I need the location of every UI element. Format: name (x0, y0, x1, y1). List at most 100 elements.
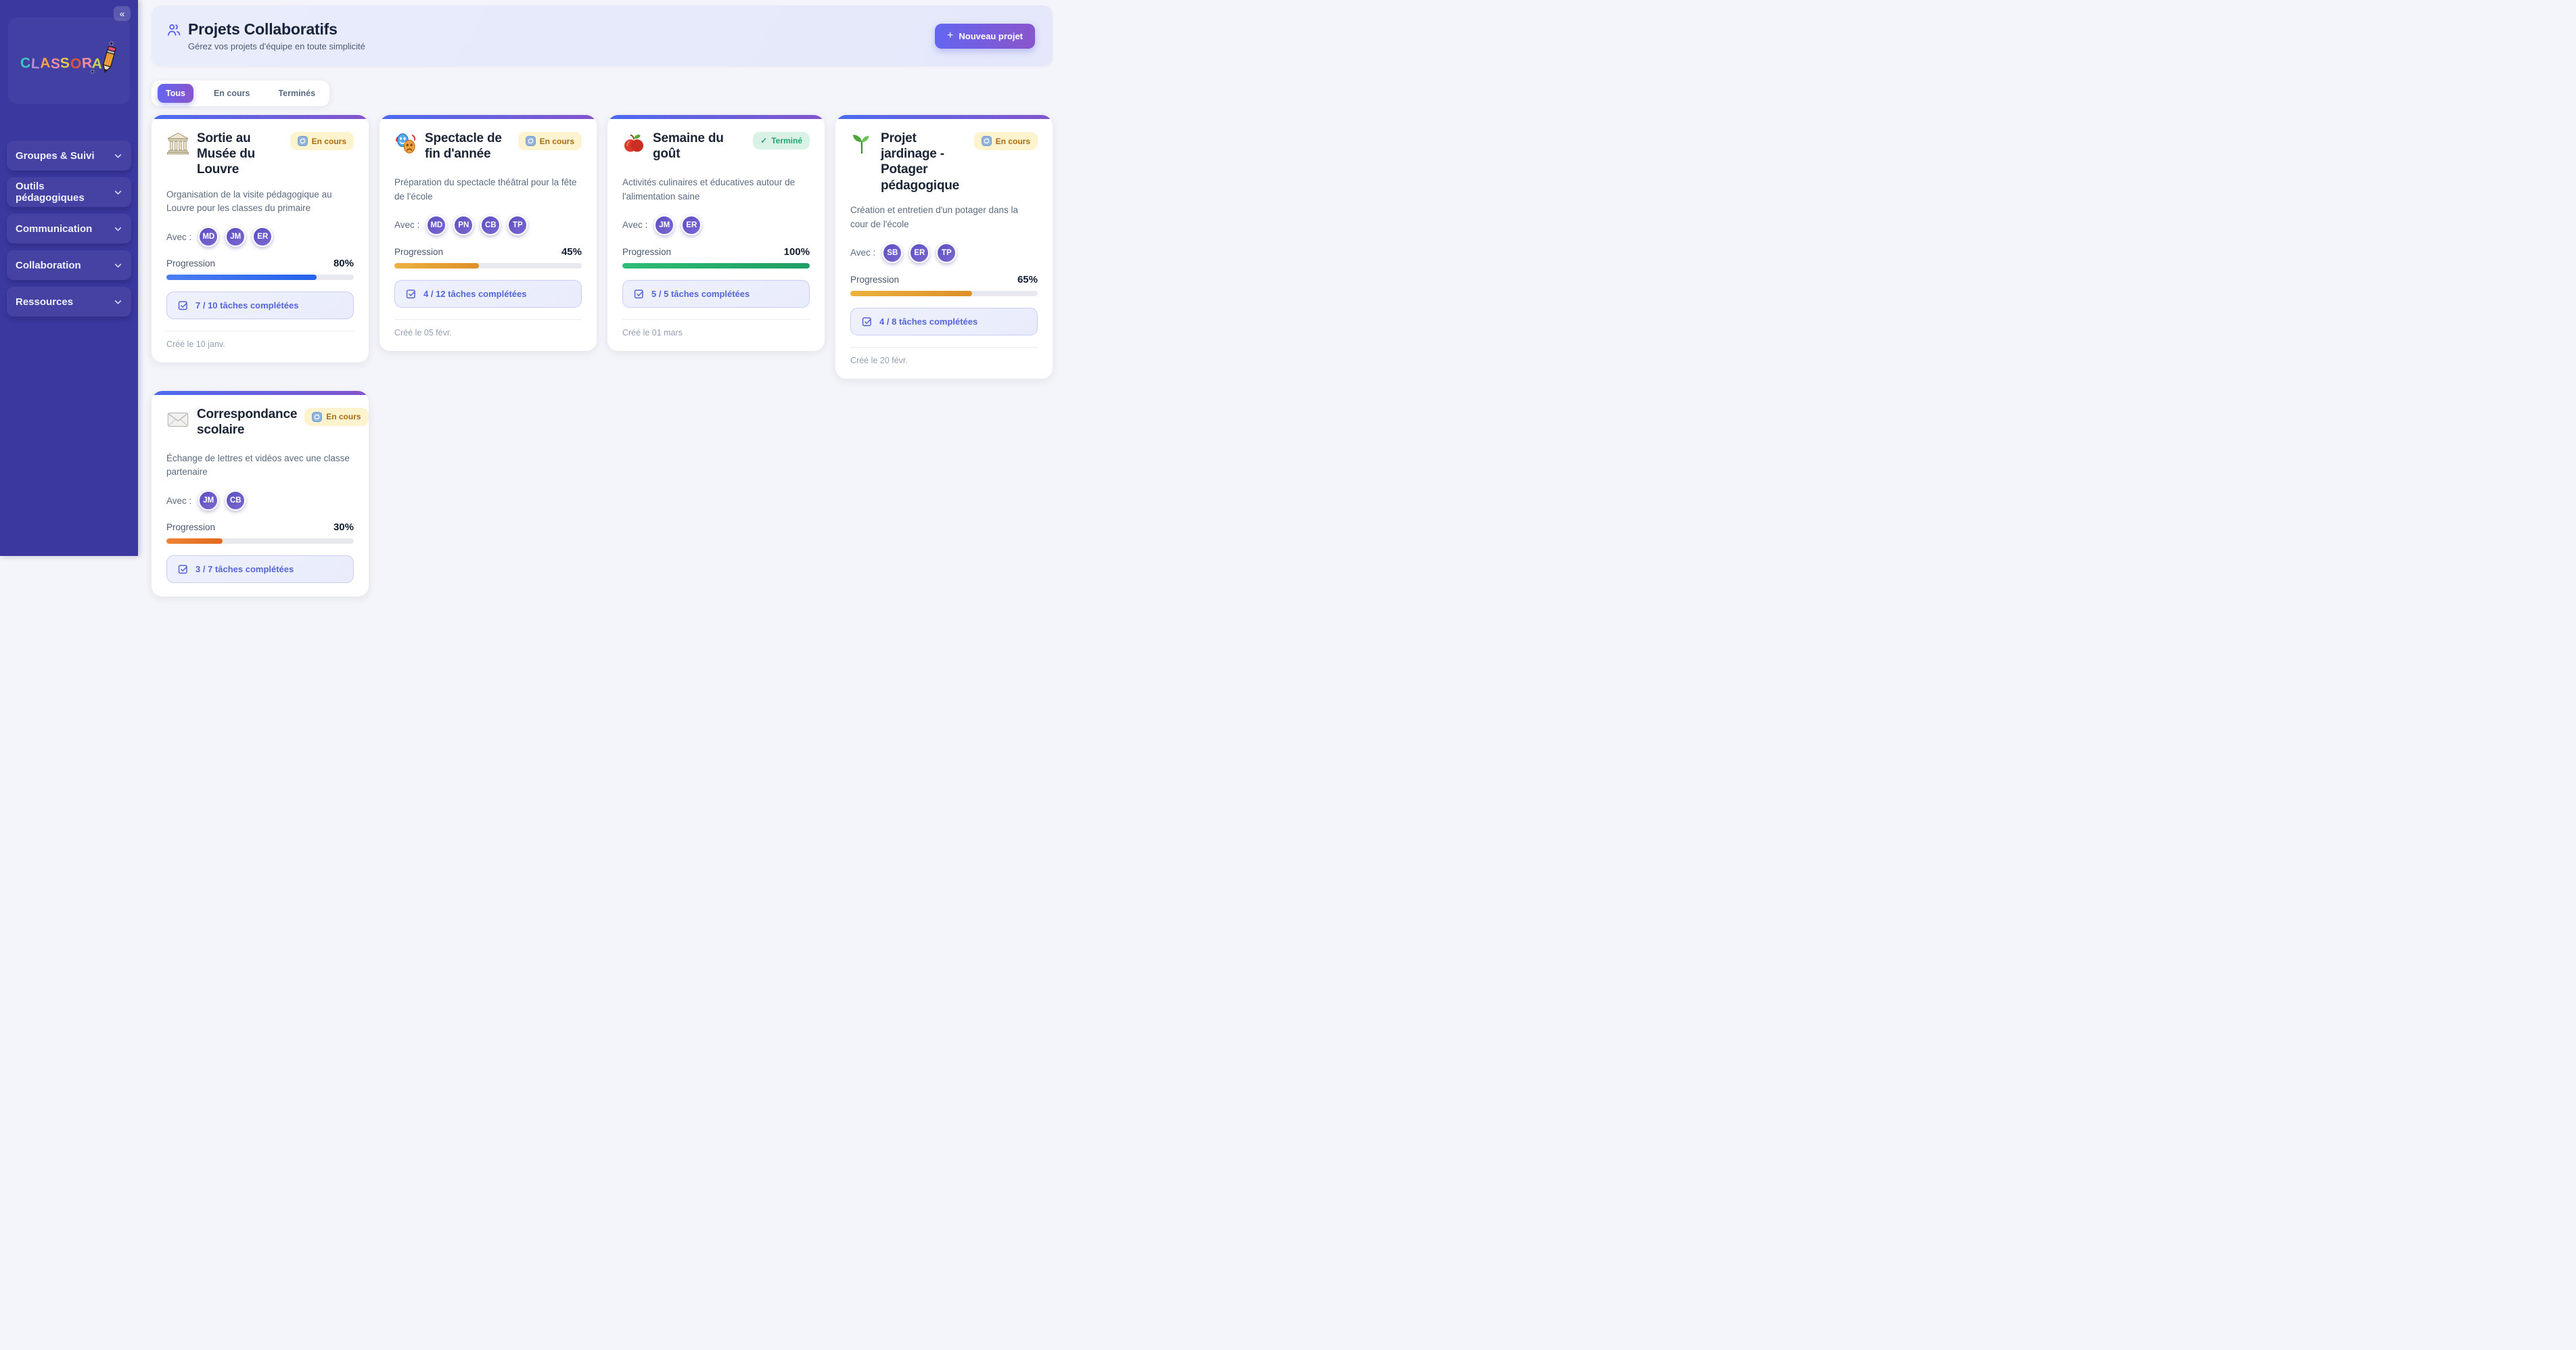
page-subtitle: Gérez vos projets d'équipe en toute simp… (188, 41, 365, 51)
with-label: Avec : (850, 248, 876, 258)
checkbox-icon (178, 301, 187, 310)
created-date: Créé le 10 janv. (166, 340, 225, 350)
project-description: Échange de lettres et vidéos avec une cl… (166, 452, 350, 478)
progress-track (166, 275, 354, 281)
main-content: Projets Collaboratifs Gérez vos projets … (138, 0, 1061, 597)
seedling-icon (850, 132, 873, 155)
created-date: Créé le 20 févr. (850, 355, 908, 365)
check-icon: ✓ (760, 136, 768, 145)
project-card: Semaine du goût ✓ Terminé Activités culi… (607, 115, 825, 351)
card-accent-bar (152, 115, 369, 119)
project-title: Projet jardinage - Potager pédagogique (881, 131, 960, 193)
progress-bar (166, 538, 223, 544)
sparkle-icon: ✦ (108, 41, 114, 48)
refresh-icon (312, 411, 323, 422)
sidebar-item-communication[interactable]: Communication (7, 214, 131, 243)
new-project-button[interactable]: + Nouveau projet (935, 23, 1035, 49)
progress-bar (850, 290, 973, 296)
progress-label: Progression (166, 522, 216, 533)
divider (394, 319, 582, 320)
sidebar-item-ressources[interactable]: Ressources (7, 287, 131, 317)
card-accent-bar (835, 115, 1053, 119)
sparkle-icon: ✦ (90, 69, 95, 75)
tasks-summary: 4 / 8 tâches complétées (850, 307, 1038, 335)
chevron-down-icon (114, 261, 122, 270)
avatar: SB (882, 242, 903, 263)
sidebar: « CLASSORA ✦ ✦ Groupes & Suivi (0, 0, 138, 556)
avatar: MD (198, 227, 219, 248)
refresh-icon (525, 136, 536, 146)
divider (850, 346, 1038, 348)
chevron-down-icon (114, 188, 122, 197)
checkbox-icon (862, 317, 871, 326)
avatar: MD (426, 214, 447, 235)
progress-track (394, 262, 582, 269)
status-badge: En cours (518, 132, 582, 150)
tasks-summary: 5 / 5 tâches complétées (622, 279, 810, 308)
project-description: Préparation du spectacle théâtral pour l… (394, 177, 577, 202)
project-description: Organisation de la visite pédagogique au… (166, 189, 332, 214)
card-accent-bar (152, 390, 369, 395)
plus-icon: + (947, 30, 954, 41)
avatar: JM (198, 490, 219, 511)
checkbox-icon (406, 289, 415, 299)
users-icon (166, 22, 181, 37)
project-description: Création et entretien d'un potager dans … (850, 204, 1018, 229)
progress-bar (394, 262, 479, 269)
progress-value: 30% (333, 521, 354, 534)
project-description: Activités culinaires et éducatives autou… (622, 177, 796, 202)
project-card: Projet jardinage - Potager pédagogique E… (835, 115, 1053, 379)
status-badge: En cours (290, 132, 354, 150)
sidebar-item-outils-pedagogiques[interactable]: Outils pédagogiques (7, 177, 131, 207)
status-badge: ✓ Terminé (753, 132, 810, 149)
with-label: Avec : (166, 231, 192, 242)
avatar: ER (909, 242, 930, 263)
chevron-down-icon (114, 152, 122, 160)
progress-track (622, 262, 810, 269)
checkbox-icon (634, 289, 643, 299)
tab-tous[interactable]: Tous (158, 84, 193, 103)
progress-bar (622, 262, 810, 269)
with-label: Avec : (394, 220, 420, 231)
avatar: CB (225, 490, 246, 511)
page-title: Projets Collaboratifs (188, 20, 338, 38)
progress-label: Progression (166, 258, 216, 269)
chevron-down-icon (114, 225, 122, 233)
progress-value: 80% (333, 258, 354, 270)
envelope-icon (166, 408, 189, 431)
divider (622, 319, 810, 320)
checkbox-icon (178, 565, 187, 574)
tab-termines[interactable]: Terminés (270, 84, 323, 103)
with-label: Avec : (622, 220, 648, 231)
avatar: TP (507, 214, 528, 235)
tasks-summary: 4 / 12 tâches complétées (394, 279, 582, 308)
avatar: PN (453, 214, 474, 235)
status-badge: En cours (304, 407, 369, 426)
app-logo: CLASSORA ✦ ✦ (20, 41, 116, 78)
pencil-icon (96, 43, 121, 80)
tab-en-cours[interactable]: En cours (206, 84, 258, 103)
project-card: Sortie au Musée du Louvre En cours Organ… (152, 115, 369, 363)
apple-icon (622, 132, 645, 155)
theater-masks-icon (394, 132, 417, 155)
project-title: Semaine du goût (653, 131, 724, 162)
progress-label: Progression (394, 246, 444, 257)
project-title: Correspondance scolaire (197, 406, 298, 437)
refresh-icon (297, 136, 308, 146)
avatar: ER (252, 227, 273, 248)
sidebar-item-collaboration[interactable]: Collaboration (7, 250, 131, 280)
created-date: Créé le 05 févr. (394, 327, 452, 338)
avatar: JM (654, 214, 675, 235)
page-header: Projets Collaboratifs Gérez vos projets … (152, 5, 1053, 66)
card-accent-bar (380, 115, 597, 119)
avatar: TP (936, 242, 957, 263)
project-card: Correspondance scolaire En cours Échange… (152, 390, 369, 597)
progress-value: 65% (1017, 273, 1038, 285)
museum-icon (166, 132, 189, 155)
project-card: Spectacle de fin d'année En cours Prépar… (380, 115, 597, 351)
sidebar-item-groupes-suivi[interactable]: Groupes & Suivi (7, 141, 131, 170)
sidebar-collapse-button[interactable]: « (114, 6, 131, 21)
tasks-summary: 7 / 10 tâches complétées (166, 292, 354, 320)
progress-track (850, 290, 1038, 296)
status-badge: En cours (973, 132, 1038, 150)
